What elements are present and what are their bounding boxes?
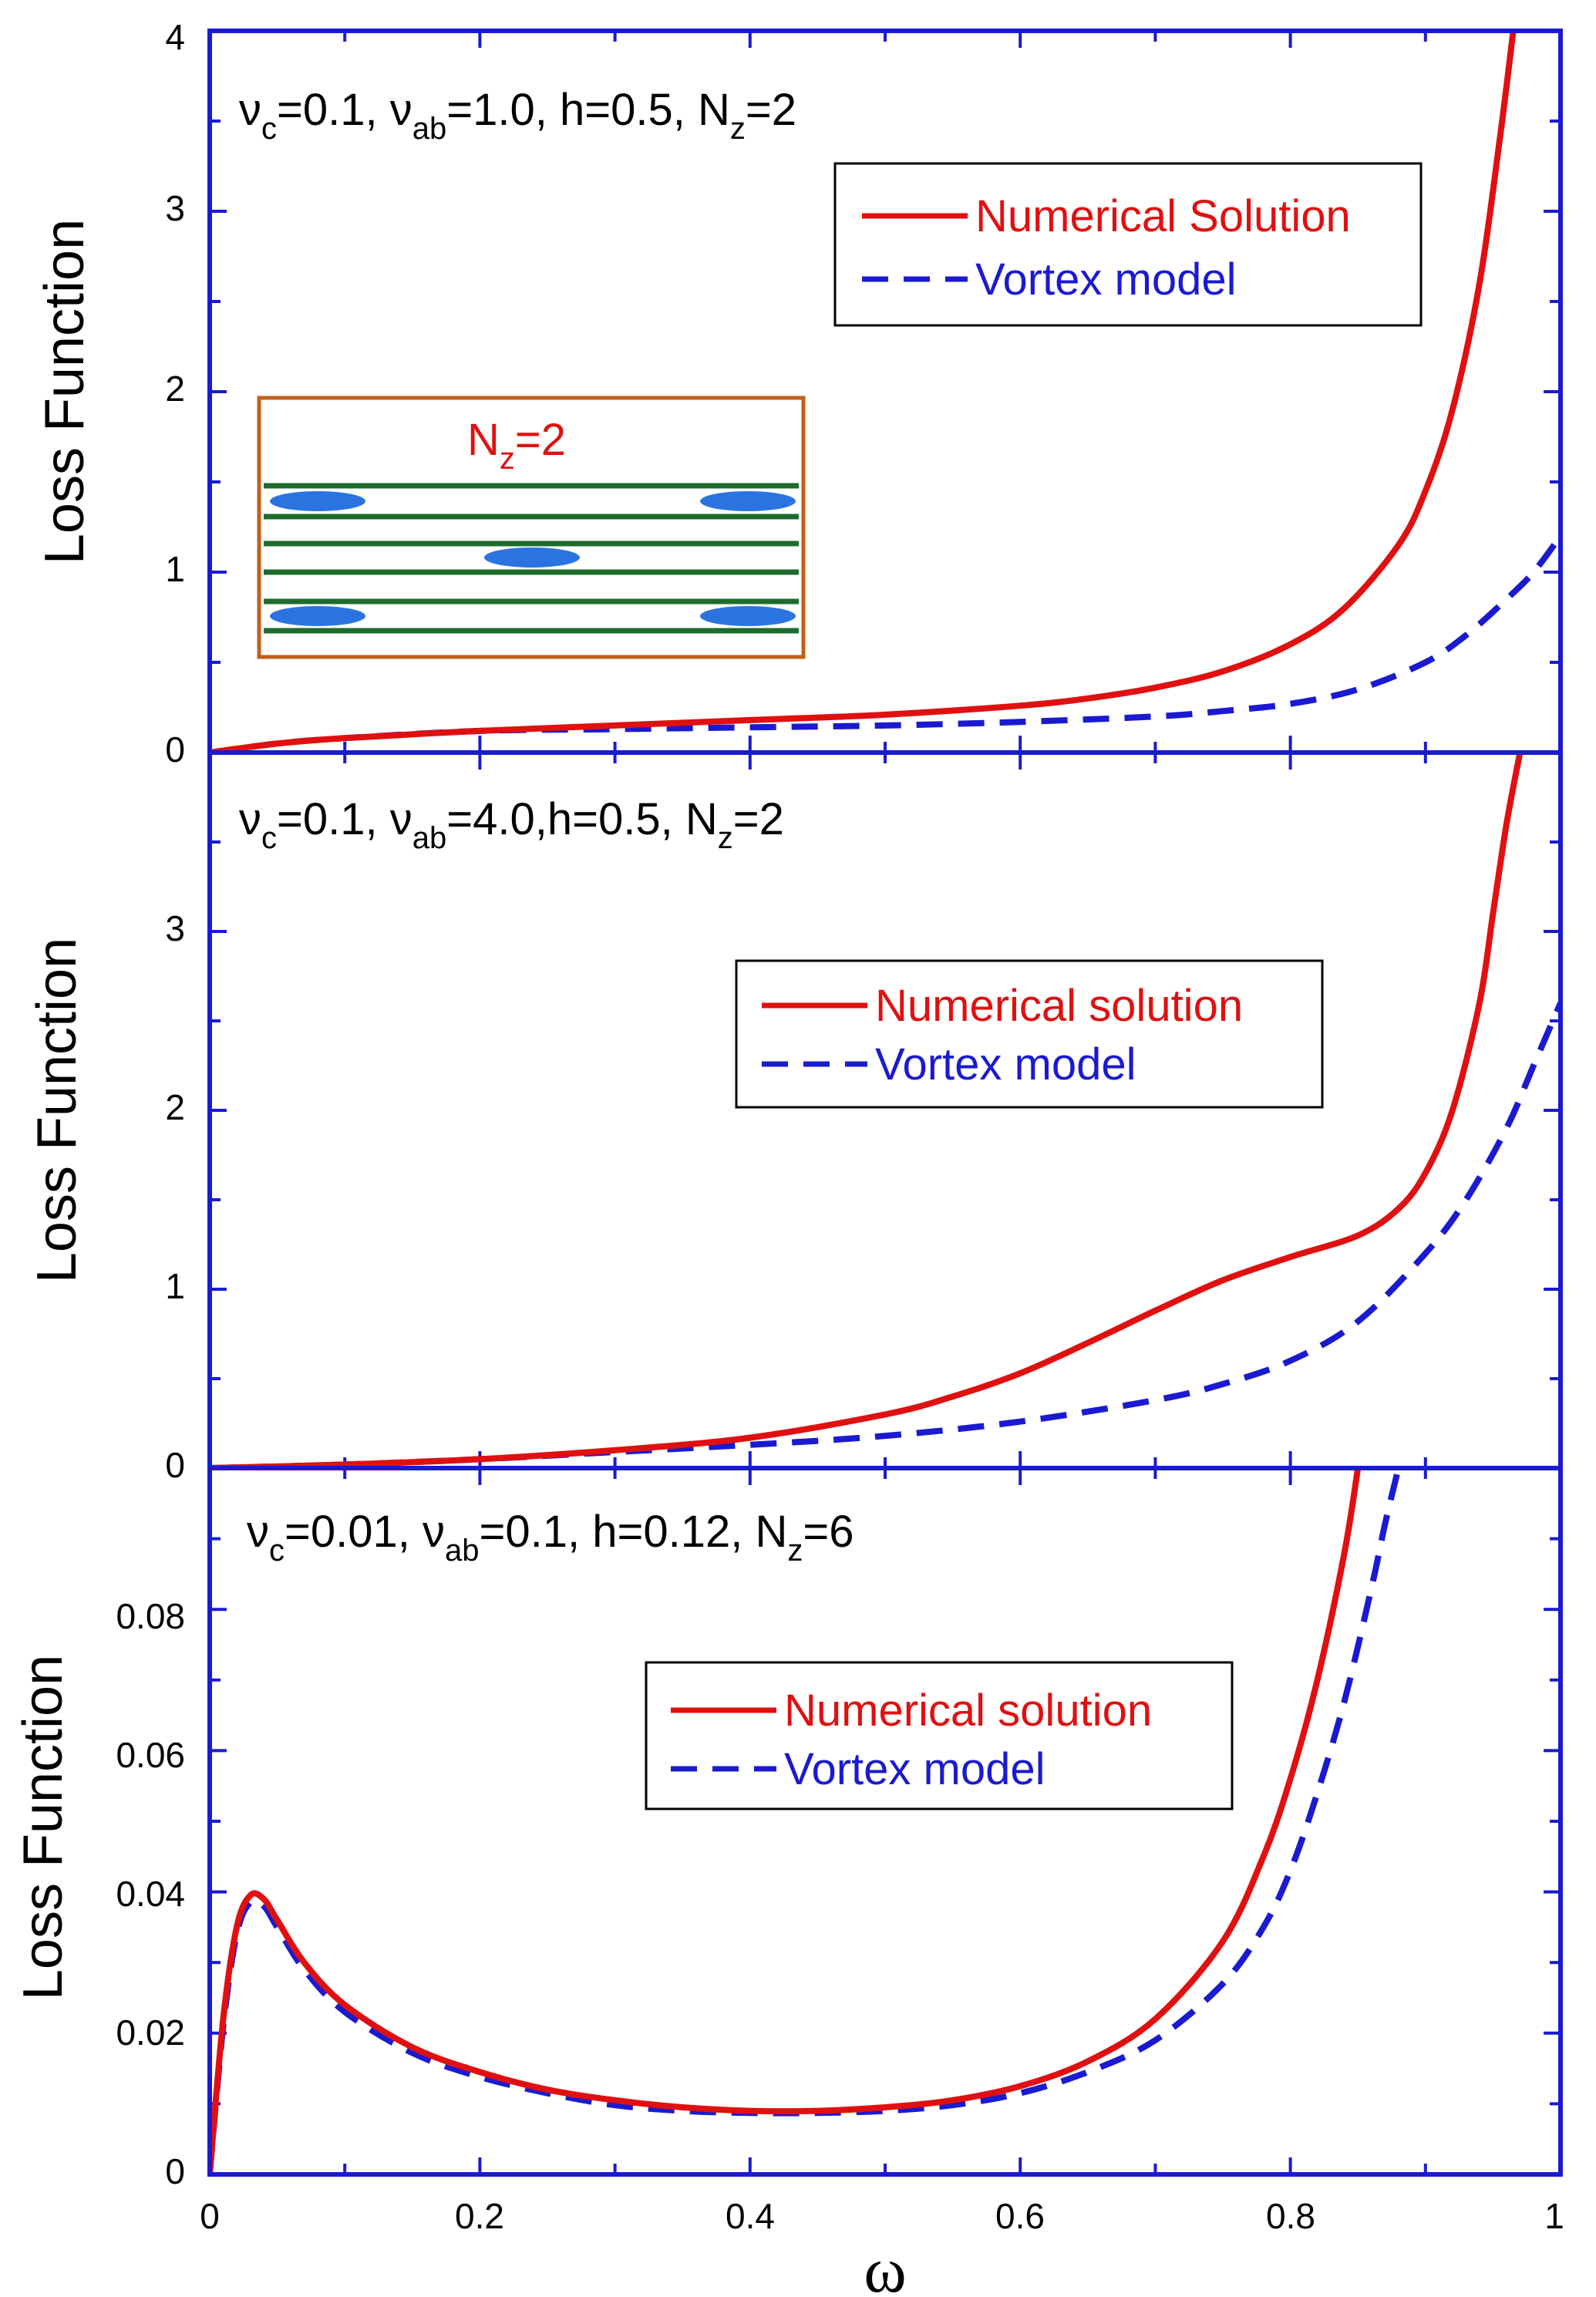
y-tick-label: 1 [165, 549, 185, 589]
y-tick-label: 0.04 [116, 1874, 185, 1914]
x-tick-label: 0.4 [726, 2196, 775, 2236]
y-tick-label: 0.08 [116, 1596, 185, 1636]
y-tick-label: 0.06 [116, 1735, 185, 1775]
panel-2-annotation: νc=0.1, νab=4.0,h=0.5, Nz=2 [239, 794, 784, 855]
legend-label-numerical: Numerical Solution [975, 191, 1351, 241]
panel-3-curves [210, 1468, 1402, 2174]
numerical-solution-line [210, 753, 1524, 1468]
legend-label-vortex: Vortex model [975, 254, 1237, 305]
legend-label-vortex: Vortex model [875, 1039, 1136, 1090]
legend-label-numerical: Numerical solution [784, 1686, 1152, 1736]
y-tick-label: 4 [165, 17, 185, 57]
panel-1-curves [210, 31, 1561, 753]
inset-vortex [484, 547, 580, 568]
x-tick-label: 1 [1544, 2196, 1564, 2236]
x-axis-label: ω [864, 2235, 906, 2297]
panel-2-frame [207, 750, 1563, 1470]
panel-1-annotation: νc=0.1, νab=1.0, h=0.5, Nz=2 [239, 85, 796, 146]
inset-vortex [270, 606, 365, 626]
legend-label-numerical: Numerical solution [875, 981, 1243, 1031]
y-tick-label: 2 [165, 369, 185, 409]
panel-2-y-tick-labels: 0 1 2 3 [165, 908, 185, 1485]
panel-3-legend: Numerical solution Vortex model [645, 1661, 1234, 1810]
y-tick-label: 3 [165, 188, 185, 228]
panel-3-y-axis-label: Loss Function [12, 1655, 74, 2000]
panel-2: 0 1 2 3 Loss Function νc=0.1, νab=4.0,h=… [26, 750, 1563, 1485]
y-tick-label: 0 [165, 2151, 185, 2191]
y-tick-label: 3 [165, 908, 185, 948]
inset-vortex [700, 491, 796, 511]
vortex-model-line [210, 1468, 1402, 2174]
panel-1: 0 1 2 3 4 Loss Function νc=0.1, νab=1.0,… [34, 17, 1563, 770]
inset-title: Nz=2 [467, 415, 566, 476]
legend-box [833, 162, 1423, 327]
inset-vortex [270, 491, 365, 511]
panel-3-ticks [208, 1468, 1562, 2176]
inset-vortex [700, 606, 796, 626]
y-tick-label: 0.02 [116, 2012, 185, 2053]
panel-3-annotation: νc=0.01, νab=0.1, h=0.12, Nz=6 [247, 1507, 854, 1568]
panel-1-legend: Numerical Solution Vortex model [833, 162, 1423, 327]
numerical-solution-line [210, 31, 1517, 753]
x-tick-label: 0.2 [455, 2196, 504, 2236]
legend-box [735, 959, 1324, 1109]
x-tick-label: 0 [200, 2196, 220, 2236]
y-tick-label: 1 [165, 1266, 185, 1306]
legend-box [645, 1661, 1234, 1810]
x-tick-label: 0.6 [995, 2196, 1045, 2236]
panel-2-curves [210, 753, 1561, 1468]
panel-3-y-tick-labels: 0 0.02 0.04 0.06 0.08 [116, 1596, 185, 2191]
panel-1-y-tick-labels: 0 1 2 3 4 [165, 17, 185, 770]
y-tick-label: 0 [165, 1445, 185, 1485]
panel-2-legend: Numerical solution Vortex model [735, 959, 1324, 1109]
x-tick-labels: 0 0.2 0.4 0.6 0.8 1 [200, 2196, 1564, 2236]
layer-inset: Nz=2 [257, 396, 806, 659]
panel-1-y-axis-label: Loss Function [34, 219, 96, 564]
y-tick-label: 0 [165, 729, 185, 770]
panel-3-frame [207, 1466, 1563, 2177]
legend-label-vortex: Vortex model [784, 1744, 1045, 1794]
panel-2-y-axis-label: Loss Function [26, 938, 88, 1283]
panel-3: 0 0.02 0.04 0.06 0.08 Loss Function νc=0… [12, 1466, 1563, 2191]
numerical-solution-line [210, 1468, 1362, 2174]
panel-2-ticks [208, 753, 1562, 1470]
x-tick-label: 0.8 [1266, 2196, 1315, 2236]
y-tick-label: 2 [165, 1087, 185, 1127]
